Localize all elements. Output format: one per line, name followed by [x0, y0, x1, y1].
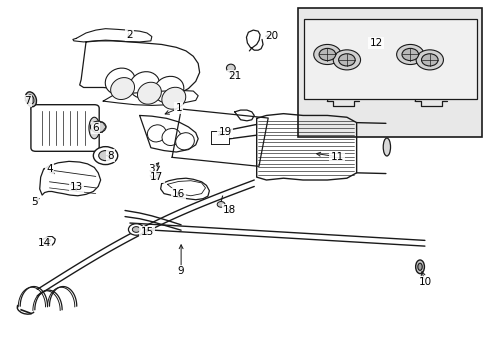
Circle shape [332, 50, 360, 70]
Circle shape [99, 150, 112, 161]
Ellipse shape [110, 78, 134, 99]
Text: 1: 1 [175, 103, 182, 113]
Ellipse shape [129, 72, 159, 98]
Circle shape [132, 226, 140, 232]
Ellipse shape [226, 64, 235, 72]
Ellipse shape [137, 82, 161, 104]
Text: 7: 7 [24, 96, 31, 106]
Text: 20: 20 [264, 31, 277, 41]
Ellipse shape [175, 133, 194, 150]
Circle shape [319, 48, 335, 60]
Ellipse shape [147, 125, 166, 142]
Ellipse shape [162, 129, 181, 145]
Text: 17: 17 [150, 172, 163, 182]
Text: 18: 18 [223, 206, 236, 216]
Circle shape [150, 172, 159, 179]
Ellipse shape [28, 95, 34, 104]
Circle shape [90, 121, 106, 133]
Text: 13: 13 [69, 182, 83, 192]
FancyBboxPatch shape [31, 105, 99, 151]
Text: 19: 19 [218, 127, 231, 136]
Circle shape [313, 44, 340, 64]
Ellipse shape [154, 76, 183, 103]
Text: 10: 10 [418, 277, 430, 287]
Circle shape [415, 50, 443, 70]
Circle shape [338, 54, 354, 66]
Ellipse shape [415, 260, 424, 274]
Circle shape [217, 202, 224, 207]
Circle shape [421, 54, 437, 66]
Ellipse shape [25, 92, 37, 107]
Text: 21: 21 [228, 71, 241, 81]
Circle shape [396, 44, 423, 64]
Ellipse shape [105, 68, 135, 95]
Bar [304, 19, 476, 99]
Circle shape [401, 48, 418, 60]
Ellipse shape [162, 87, 185, 109]
Text: 9: 9 [178, 266, 184, 276]
Text: 12: 12 [369, 38, 382, 48]
Text: 5: 5 [31, 197, 38, 207]
Circle shape [128, 224, 144, 235]
Ellipse shape [383, 138, 390, 156]
Text: 2: 2 [126, 30, 133, 40]
Text: 6: 6 [92, 123, 99, 133]
Text: 15: 15 [140, 227, 153, 237]
Text: 3: 3 [148, 164, 155, 174]
Text: 14: 14 [38, 238, 51, 248]
Text: 11: 11 [330, 152, 343, 162]
Text: 4: 4 [46, 164, 53, 174]
Circle shape [93, 147, 118, 165]
Bar [298, 8, 482, 137]
Ellipse shape [417, 263, 421, 270]
Text: 8: 8 [107, 150, 114, 161]
Text: 16: 16 [172, 189, 185, 199]
Ellipse shape [89, 117, 100, 139]
